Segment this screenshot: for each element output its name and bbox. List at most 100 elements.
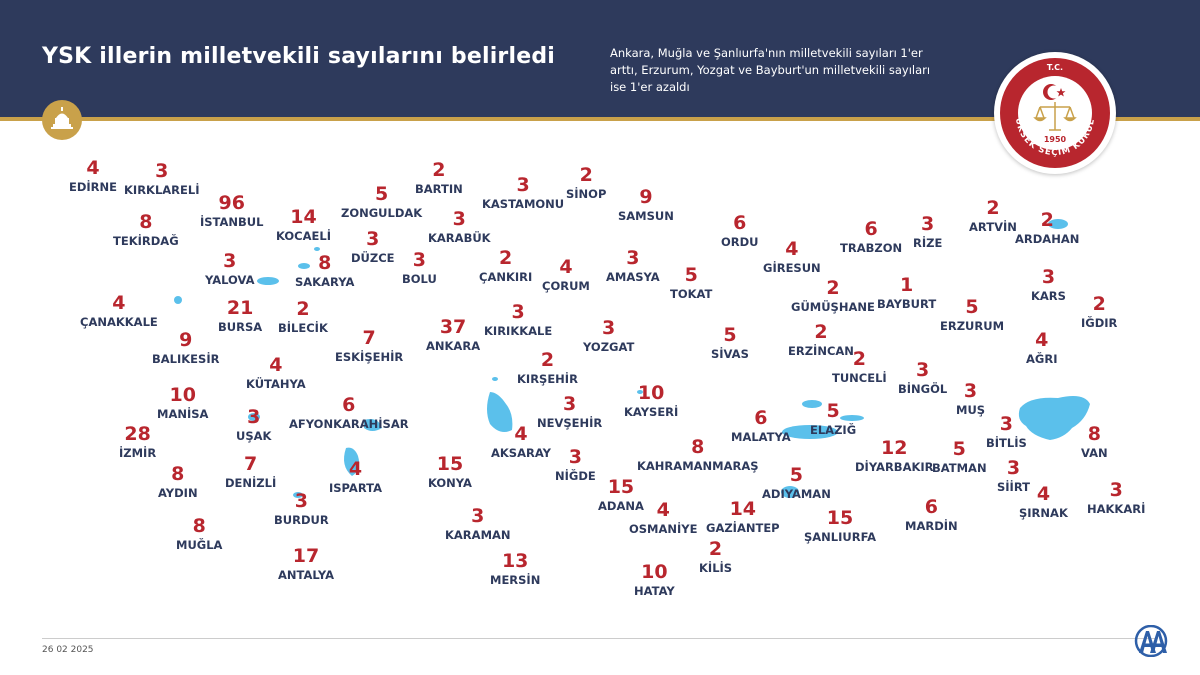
province-mardin: 6 MARDİN [905, 497, 958, 534]
province-name: HATAY [634, 584, 675, 598]
seat-count: 3 [963, 380, 978, 402]
seat-count: 6 [733, 212, 747, 234]
province-hatay: 10 HATAY [634, 561, 675, 599]
seat-count: 5 [789, 464, 804, 486]
page-title: YSK illerin milletvekili sayılarını beli… [42, 44, 556, 69]
province-name: TUNCELİ [832, 371, 887, 385]
province-name: MANİSA [157, 407, 209, 421]
province-eskisehir: 7 ESKİŞEHİR [335, 327, 404, 365]
seat-count: 8 [192, 515, 206, 537]
province-name: SİVAS [711, 347, 749, 361]
seat-count: 3 [568, 446, 582, 468]
province-kayseri: 10 KAYSERİ [624, 383, 678, 420]
seat-count: 13 [501, 550, 529, 572]
province-balikesir: 9 BALIKESİR [152, 330, 220, 367]
seat-count: 4 [1036, 483, 1051, 505]
small-lake [492, 377, 498, 381]
province-name: TEKİRDAĞ [113, 234, 179, 248]
province-kirklareli: 3 KIRKLARELİ [124, 160, 200, 198]
seat-count: 3 [999, 413, 1013, 435]
province-ordu: 6 ORDU [721, 212, 759, 250]
seat-count: 21 [226, 297, 254, 319]
seat-count: 2 [1092, 293, 1106, 315]
province-name: KARS [1031, 289, 1066, 303]
province-konya: 15 KONYA [428, 453, 472, 491]
seat-count: 3 [1109, 479, 1123, 501]
burdur-lake [293, 492, 303, 498]
seat-count: 3 [155, 160, 169, 182]
seat-count: 3 [516, 174, 530, 196]
seat-count: 3 [626, 247, 640, 269]
province-artvin: 2 ARTVİN [969, 198, 1017, 235]
seat-count: 15 [436, 453, 464, 475]
province-name: ARTVİN [969, 220, 1017, 234]
province-bitlis: 3 BİTLİS [986, 413, 1027, 451]
province-igdir: 2 IĞDIR [1081, 293, 1118, 331]
province-erzurum: 5 ERZURUM [940, 297, 1005, 334]
province-name: MUĞLA [176, 538, 223, 552]
province-gumushane: 2 GÜMÜŞHANE [791, 278, 875, 315]
province-name: NİĞDE [555, 469, 596, 483]
province-name: BOLU [402, 272, 437, 286]
province-name: ORDU [721, 235, 759, 249]
province-name: ERZURUM [940, 319, 1005, 333]
province-name: ESKİŞEHİR [335, 350, 404, 364]
province-name: ŞIRNAK [1019, 506, 1068, 520]
province-kutahya: 4 KÜTAHYA [246, 355, 306, 392]
province-name: SİİRT [997, 480, 1031, 494]
province-name: OSMANİYE [629, 522, 698, 536]
province-name: BİNGÖL [898, 382, 948, 396]
province-gaziantep: 14 GAZİANTEP [706, 499, 780, 536]
seat-count: 10 [641, 561, 668, 583]
province-name: KİLİS [699, 561, 733, 575]
province-elazig: 5 ELAZIĞ [810, 400, 856, 438]
province-name: BARTIN [415, 182, 463, 196]
province-name: KAHRAMANMARAŞ [637, 459, 759, 473]
seat-count: 5 [826, 400, 840, 422]
province-name: MERSİN [490, 573, 541, 587]
province-manisa: 10 MANİSA [157, 384, 209, 422]
province-corum: 4 ÇORUM [542, 257, 590, 294]
province-name: GİRESUN [763, 261, 821, 275]
beysehir-lake [364, 419, 382, 431]
province-rize: 3 RİZE [913, 214, 942, 251]
seat-count: 7 [362, 327, 376, 349]
province-kirsehir: 2 KIRŞEHİR [517, 350, 578, 387]
tuz-lake [487, 392, 513, 432]
seat-count: 3 [602, 317, 616, 339]
province-name: ANKARA [426, 339, 481, 353]
province-name: AMASYA [606, 270, 660, 284]
province-trabzon: 6 TRABZON [840, 219, 902, 256]
province-nigde: 3 NİĞDE [555, 446, 596, 484]
province-name: SAKARYA [295, 275, 355, 289]
province-name: BURDUR [274, 513, 329, 527]
province-name: DÜZCE [351, 251, 395, 265]
seat-count: 8 [171, 463, 185, 485]
province-isparta: 4 ISPARTA [329, 459, 383, 496]
publish-date: 26 02 2025 [42, 645, 94, 655]
seat-count: 1 [899, 274, 914, 296]
seat-count: 10 [169, 384, 196, 406]
province-name: ISPARTA [329, 481, 383, 495]
province-giresun: 4 GİRESUN [763, 239, 821, 276]
keban-lake [802, 400, 822, 408]
seat-count: 2 [432, 159, 446, 181]
province-amasya: 3 AMASYA [606, 247, 660, 285]
seat-count: 9 [639, 186, 653, 208]
ysk-emblem: YÜKSEK SEÇİM KURULU T.C. 1950 [989, 45, 1116, 174]
province-name: ADANA [598, 499, 644, 513]
province-name: BALIKESİR [152, 352, 220, 366]
keban-lake [782, 425, 838, 439]
province-name: IĞDIR [1081, 316, 1118, 330]
province-name: DENİZLİ [225, 476, 277, 490]
dardanelles-water [174, 296, 182, 304]
seat-count: 3 [247, 406, 261, 428]
seat-count: 2 [852, 348, 866, 370]
province-sinop: 2 SİNOP [566, 165, 606, 202]
province-name: SAMSUN [618, 209, 674, 223]
province-erzincan: 2 ERZİNCAN [788, 322, 854, 359]
province-bayburt: 1 BAYBURT [877, 274, 936, 312]
province-name: ÇANKIRI [479, 270, 533, 284]
province-name: KARAMAN [445, 528, 511, 542]
